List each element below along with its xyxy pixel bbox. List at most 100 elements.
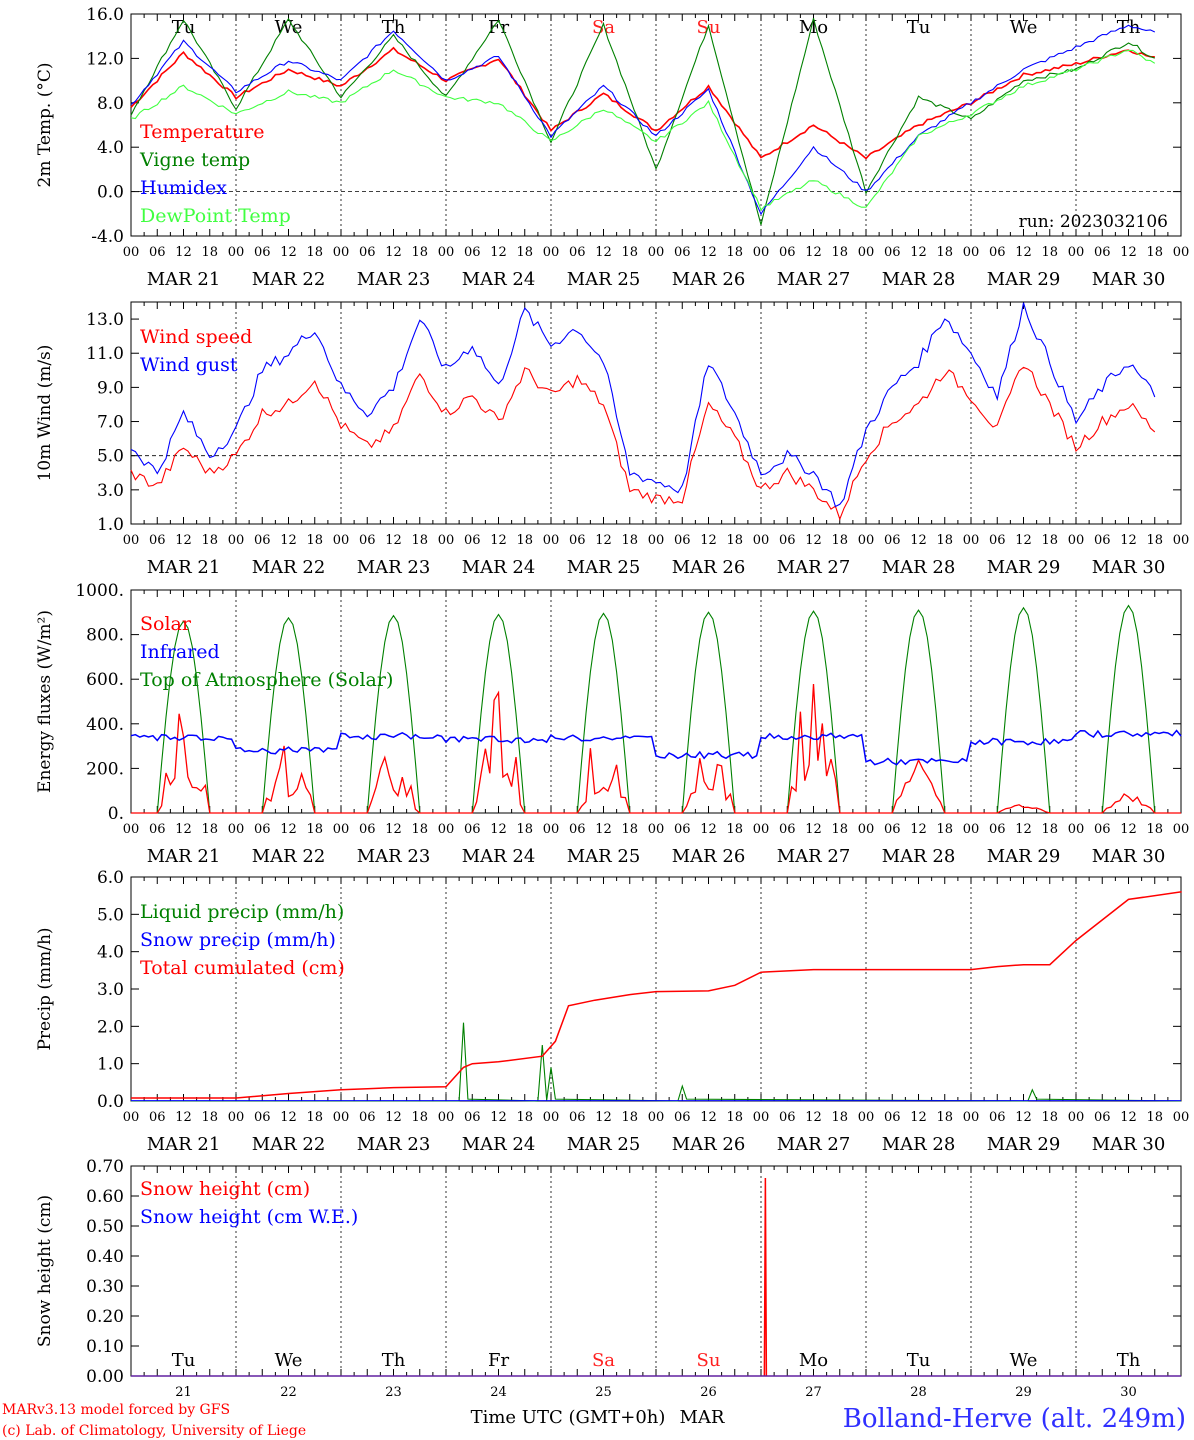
legend-entry: Snow precip (mm/h) — [140, 929, 336, 951]
series-line-1 — [130, 46, 1155, 160]
hour-tick-label: 06 — [674, 533, 691, 548]
hour-tick-label: 18 — [411, 533, 428, 548]
hour-tick-label: 00 — [438, 1110, 455, 1125]
hour-tick-label: 06 — [989, 822, 1006, 837]
hour-tick-label: 00 — [1068, 245, 1085, 260]
day-number-label: 27 — [805, 1385, 822, 1400]
hour-tick-label: 00 — [963, 533, 980, 548]
hour-tick-label: 00 — [438, 245, 455, 260]
hour-tick-label: 12 — [700, 1110, 717, 1125]
hour-tick-label: 12 — [385, 1110, 402, 1125]
day-label: MAR 22 — [252, 846, 326, 867]
hour-tick-label: 12 — [1015, 1110, 1032, 1125]
weekday-label: Sa — [592, 1350, 615, 1371]
hour-tick-label: 06 — [779, 822, 796, 837]
day-label: MAR 24 — [462, 1134, 536, 1155]
legend-entry: Snow height (cm W.E.) — [140, 1206, 358, 1228]
weekday-label: We — [275, 1350, 303, 1371]
hour-tick-label: 12 — [805, 245, 822, 260]
hour-tick-label: 18 — [1041, 533, 1058, 548]
series-line-cumulated — [131, 891, 1182, 1099]
y-tick-label: 6.0 — [97, 868, 124, 888]
time-axis-label: Time UTC (GMT+0h) — [471, 1407, 666, 1428]
hour-tick-label: 18 — [411, 822, 428, 837]
hour-tick-label: 12 — [910, 822, 927, 837]
series-line-snow-height — [763, 1177, 768, 1377]
y-axis-label: Snow height (cm) — [35, 1195, 55, 1347]
hour-tick-label: 12 — [1015, 822, 1032, 837]
day-label: MAR 22 — [252, 269, 326, 290]
y-tick-label: 2.0 — [97, 1017, 124, 1037]
y-tick-label: 800. — [86, 626, 124, 646]
day-label: MAR 29 — [987, 846, 1061, 867]
hour-tick-label: 00 — [858, 533, 875, 548]
hour-tick-label: 18 — [201, 245, 218, 260]
day-label: MAR 27 — [777, 557, 851, 578]
weekday-label: Tu — [907, 17, 931, 38]
y-axis-label: Energy fluxes (W/m²) — [35, 610, 55, 793]
hour-tick-label: 00 — [648, 245, 665, 260]
hour-tick-label: 06 — [1094, 1110, 1111, 1125]
hour-tick-label: 00 — [963, 1110, 980, 1125]
hour-tick-label: 12 — [490, 533, 507, 548]
hour-tick-label: 18 — [306, 245, 323, 260]
hour-tick-label: 00 — [438, 822, 455, 837]
panel-5: 0.00 0.10 0.20 0.30 0.40 0.50 0.60 0.70 Snow hei… — [35, 1157, 1182, 1400]
day-label: MAR 28 — [882, 269, 956, 290]
y-tick-label: 4.0 — [97, 943, 124, 963]
day-label: MAR 24 — [462, 557, 536, 578]
legend-entry: Total cumulated (cm) — [140, 957, 345, 979]
weekday-label: We — [1010, 17, 1038, 38]
hour-tick-label: 18 — [306, 822, 323, 837]
hour-tick-label: 12 — [700, 245, 717, 260]
y-tick-label: 0.20 — [86, 1307, 124, 1327]
hour-tick-label: 12 — [490, 245, 507, 260]
hour-tick-label: 06 — [884, 1110, 901, 1125]
series-line-2 — [130, 17, 1155, 225]
day-label: MAR 25 — [567, 846, 641, 867]
legend-entry: Vigne temp — [139, 149, 250, 171]
hour-tick-label: 12 — [1015, 533, 1032, 548]
run-label: run: 2023032106 — [1019, 212, 1168, 232]
y-tick-label: 8.0 — [97, 94, 124, 114]
weekday-label: Th — [1117, 1350, 1141, 1371]
hour-tick-label: 06 — [989, 533, 1006, 548]
hour-tick-label: 12 — [595, 245, 612, 260]
hour-tick-label: 06 — [569, 533, 586, 548]
hour-tick-label: 12 — [910, 245, 927, 260]
weekday-label: Mo — [799, 17, 828, 38]
day-label: MAR 26 — [672, 1134, 746, 1155]
hour-tick-label: 06 — [779, 1110, 796, 1125]
panel-4: 0.0 1.0 2.0 3.0 4.0 5.0 6.0 Precip (mm/h) 00 06 12… — [35, 868, 1189, 1155]
day-label: MAR 22 — [252, 1134, 326, 1155]
day-number-label: 28 — [910, 1385, 927, 1400]
day-label: MAR 21 — [147, 846, 221, 867]
hour-tick-label: 06 — [989, 245, 1006, 260]
hour-tick-label: 12 — [385, 245, 402, 260]
hour-tick-label: 06 — [464, 822, 481, 837]
day-label: MAR 27 — [777, 269, 851, 290]
hour-tick-label: 06 — [674, 245, 691, 260]
hour-tick-label: 12 — [700, 822, 717, 837]
hour-tick-label: 00 — [648, 533, 665, 548]
hour-tick-label: 00 — [228, 1110, 245, 1125]
hour-tick-label: 18 — [1041, 245, 1058, 260]
hour-tick-label: 00 — [543, 1110, 560, 1125]
day-label: MAR 26 — [672, 269, 746, 290]
hour-tick-label: 06 — [149, 533, 166, 548]
hour-tick-label: 12 — [805, 822, 822, 837]
hour-tick-label: 18 — [1146, 245, 1163, 260]
hour-tick-label: 00 — [963, 822, 980, 837]
day-label: MAR 22 — [252, 557, 326, 578]
legend-entry: Temperature — [140, 121, 264, 143]
hour-tick-label: 18 — [621, 245, 638, 260]
hour-tick-label: 18 — [1146, 533, 1163, 548]
hour-tick-label: 06 — [884, 822, 901, 837]
day-label: MAR 30 — [1092, 846, 1166, 867]
series-line-infrared — [130, 729, 1182, 766]
day-label: MAR 21 — [147, 269, 221, 290]
hour-tick-label: 00 — [1173, 533, 1190, 548]
hour-tick-label: 18 — [516, 822, 533, 837]
hour-tick-label: 06 — [254, 245, 271, 260]
legend-entry: Snow height (cm) — [140, 1178, 310, 1200]
